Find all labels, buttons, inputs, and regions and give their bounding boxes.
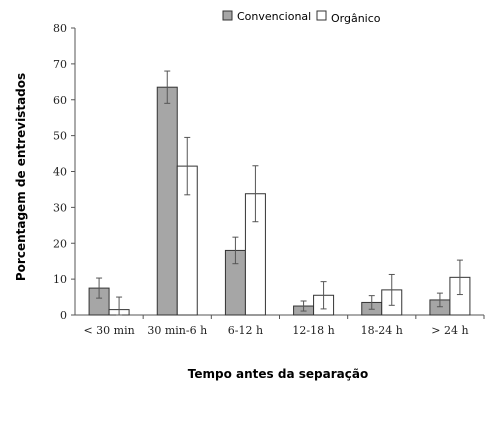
legend: Convencional Orgânico — [222, 10, 381, 25]
x-tick-label: < 30 min — [83, 324, 134, 337]
y-tick-label: 10 — [53, 273, 67, 286]
y-tick-label: 40 — [53, 166, 67, 179]
x-ticks: < 30 min 30 min-6 h 6-12 h 12-18 h 18-24 h > … — [83, 315, 485, 337]
legend-swatch-organico — [316, 10, 327, 21]
legend-label-convencional: Convencional — [237, 10, 311, 23]
x-tick-label: 12-18 h — [292, 324, 334, 337]
x-tick-label: > 24 h — [431, 324, 468, 337]
y-tick-label: 50 — [53, 130, 67, 143]
bar-convencional — [156, 86, 178, 316]
y-tick-label: 0 — [60, 309, 67, 322]
x-tick-label: 6-12 h — [228, 324, 263, 337]
y-tick-label: 80 — [53, 22, 67, 35]
y-ticks: 0 10 20 30 40 50 60 70 80 — [53, 22, 75, 322]
bars — [88, 86, 471, 316]
y-tick-label: 30 — [53, 201, 67, 214]
x-tick-label: 18-24 h — [361, 324, 403, 337]
error-bars — [96, 70, 463, 316]
axes — [74, 28, 484, 316]
y-tick-label: 70 — [53, 58, 67, 71]
x-tick-label: 30 min-6 h — [147, 324, 207, 337]
y-tick-label: 20 — [53, 237, 67, 250]
legend-label-organico: Orgânico — [331, 12, 381, 25]
y-tick-label: 60 — [53, 94, 67, 107]
legend-swatch-convencional — [222, 10, 233, 21]
x-axis-label: Tempo antes da separação — [188, 367, 368, 381]
y-axis-label: Porcentagem de entrevistados — [14, 73, 28, 281]
